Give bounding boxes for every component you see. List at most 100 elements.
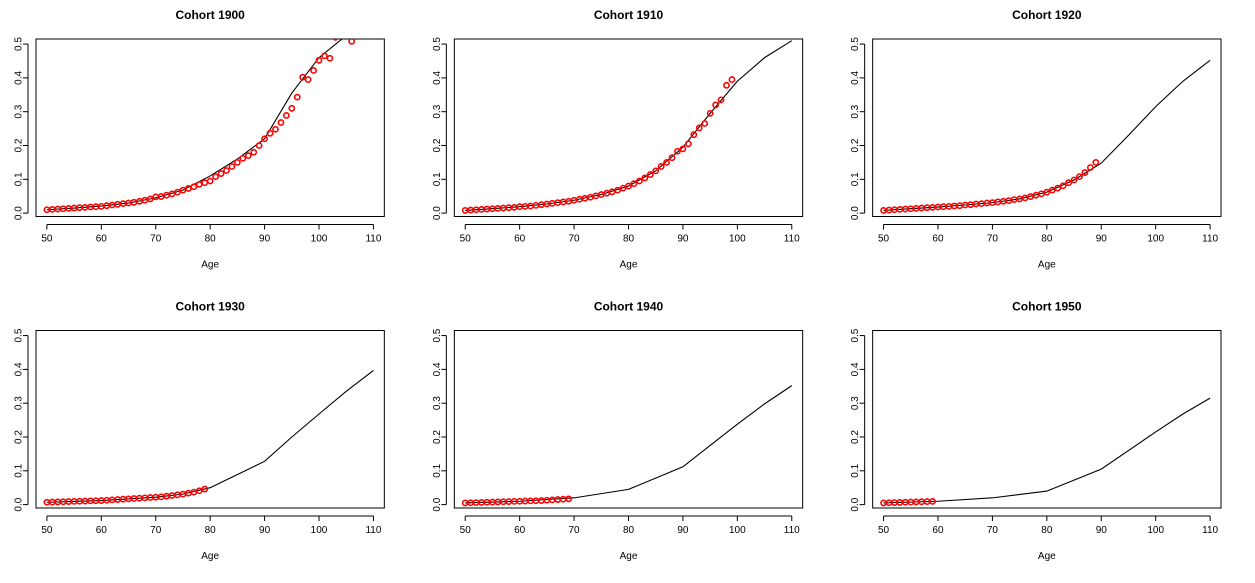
x-tick-label: 90 [1096, 234, 1108, 245]
observed-point [212, 173, 220, 181]
y-tick-label: 0.4 [850, 362, 861, 376]
observed-point [310, 67, 317, 74]
y-tick-label: 0.1 [14, 172, 25, 186]
observed-point [565, 495, 573, 503]
observed-point [641, 174, 649, 182]
x-tick-label: 80 [205, 525, 217, 536]
y-tick-label: 0.2 [850, 430, 861, 444]
observed-point [543, 496, 551, 504]
y-tick-label: 0.3 [850, 396, 861, 410]
y-tick-label: 0.5 [850, 37, 861, 51]
y-tick-label: 0.4 [850, 70, 861, 84]
observed-point [217, 170, 225, 177]
x-tick-label: 70 [569, 525, 581, 536]
x-tick-label: 80 [1041, 234, 1053, 245]
x-tick-label: 100 [311, 234, 328, 245]
x-tick-label: 50 [41, 234, 53, 245]
x-tick-label: 110 [784, 525, 800, 536]
observed-point [619, 184, 627, 192]
model-line [46, 39, 343, 211]
x-tick-label: 60 [932, 234, 944, 245]
observed-point [1048, 186, 1056, 194]
observed-point [668, 154, 676, 162]
y-tick-label: 0.5 [14, 37, 25, 51]
observed-point [299, 73, 307, 81]
y-tick-label: 0.3 [850, 104, 861, 118]
observed-point [43, 206, 51, 214]
observed-point [326, 54, 334, 62]
observed-point [559, 495, 567, 503]
x-tick-label: 50 [878, 525, 890, 536]
observed-point [1081, 169, 1089, 176]
observed-point [701, 120, 709, 127]
observed-point [717, 96, 725, 104]
observed-point [304, 76, 312, 83]
observed-point [261, 135, 268, 143]
y-tick-label: 0.1 [850, 463, 861, 477]
observed-point [461, 499, 469, 507]
observed-point [1076, 173, 1083, 181]
observed-point [538, 497, 545, 504]
plot-area [43, 369, 374, 506]
chart-panel-0: Cohort 1900 50 60 70 80 90 100 110 0.0 0.1 0.2 0.3 0… [14, 8, 385, 271]
observed-point [554, 496, 562, 503]
chart-title: Cohort 1940 [594, 300, 664, 314]
chart-panel-4: Cohort 1940 50 60 70 80 90 100 110 0.0 0.1 0.2 0.3 0… [432, 300, 804, 562]
x-tick-label: 90 [677, 525, 689, 536]
y-tick-label: 0.4 [14, 362, 25, 376]
y-tick-label: 0.5 [850, 328, 861, 342]
observed-point [1092, 159, 1100, 166]
x-tick-label: 80 [1041, 525, 1053, 536]
observed-point [233, 159, 241, 166]
y-tick-label: 0.3 [14, 104, 25, 118]
x-axis-label: Age [1038, 260, 1056, 271]
x-tick-label: 60 [514, 525, 526, 536]
x-axis-label: Age [1038, 551, 1056, 562]
y-tick-label: 0.1 [432, 463, 443, 477]
observed-point [244, 152, 252, 160]
chart-title: Cohort 1900 [175, 8, 245, 22]
chart-panel-2: Cohort 1920 50 60 70 80 90 100 110 0.0 0.1 0.2 0.3 0… [850, 8, 1222, 271]
observed-point [190, 183, 198, 191]
observed-point [663, 159, 670, 166]
observed-point [1054, 184, 1062, 192]
x-tick-label: 100 [1147, 525, 1164, 536]
y-tick-label: 0.5 [432, 328, 443, 342]
y-tick-label: 0.0 [850, 206, 861, 220]
y-tick-label: 0.2 [432, 138, 443, 152]
x-tick-label: 110 [365, 234, 381, 245]
observed-point [282, 112, 290, 119]
observed-point [266, 129, 274, 137]
x-tick-label: 80 [623, 525, 635, 536]
x-tick-label: 50 [460, 525, 472, 536]
observed-point [652, 167, 660, 175]
observed-point [174, 188, 181, 196]
chart-title: Cohort 1910 [594, 8, 664, 22]
x-tick-label: 70 [150, 234, 162, 245]
observed-point [461, 207, 469, 214]
observed-point [43, 498, 51, 506]
y-tick-label: 0.0 [432, 497, 443, 511]
x-tick-label: 100 [1147, 234, 1164, 245]
observed-point [548, 496, 556, 504]
plot-area [880, 397, 1211, 507]
plot-frame [453, 38, 804, 217]
observed-point [1086, 164, 1094, 171]
observed-point [646, 171, 654, 178]
y-tick-label: 0.1 [432, 172, 443, 186]
observed-point [348, 39, 356, 45]
model-line [465, 385, 793, 504]
x-tick-label: 50 [460, 234, 472, 245]
x-axis-label: Age [201, 260, 219, 271]
plot-frame [453, 330, 804, 509]
x-tick-label: 60 [96, 525, 108, 536]
x-tick-label: 60 [932, 525, 944, 536]
observed-point [201, 485, 209, 493]
x-tick-label: 110 [1202, 234, 1218, 245]
model-line [883, 59, 1211, 211]
chart-title: Cohort 1930 [175, 300, 245, 314]
observed-point [679, 145, 687, 153]
plot-area [461, 40, 793, 214]
x-tick-label: 110 [1202, 525, 1218, 536]
